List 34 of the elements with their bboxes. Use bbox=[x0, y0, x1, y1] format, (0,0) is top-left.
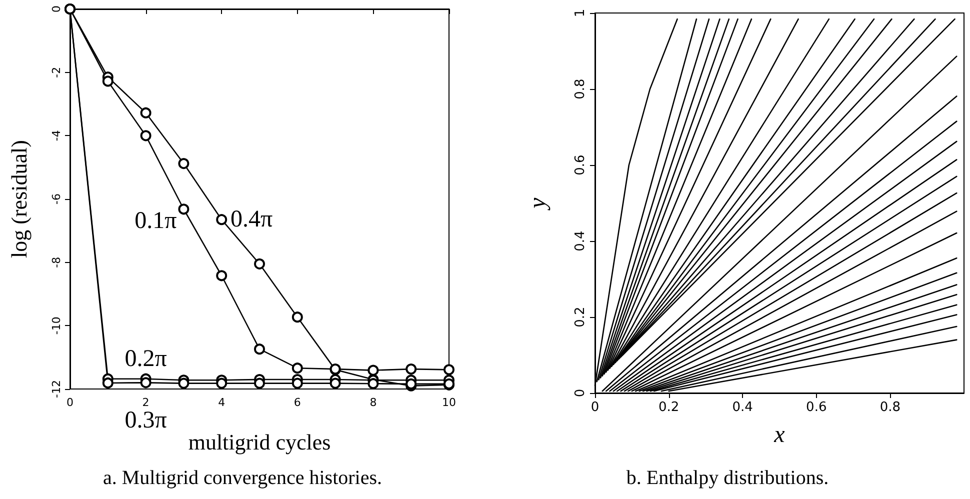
series-label: 0.3π bbox=[124, 408, 167, 434]
x-tick-label: 2 bbox=[142, 396, 150, 409]
y-tick-label: 0.6 bbox=[573, 154, 588, 176]
x-tick-label: 0.4 bbox=[732, 400, 753, 415]
y-tick-label: -6 bbox=[50, 194, 63, 204]
x-tick-label: 0.2 bbox=[658, 400, 680, 415]
x-tick-label: 0 bbox=[66, 396, 74, 409]
y-tick-label: -4 bbox=[50, 130, 63, 142]
y-tick-label: 0 bbox=[573, 388, 588, 398]
x-tick-label: 0.8 bbox=[880, 400, 901, 415]
series-label: 0.1π bbox=[134, 208, 177, 234]
y-tick-label: -12 bbox=[50, 380, 63, 398]
text: a. Multigrid convergence histories. bbox=[102, 467, 382, 489]
y-tick-label: -8 bbox=[50, 256, 63, 268]
y-tick-label: 0.4 bbox=[573, 230, 588, 252]
series-label: 0.4π bbox=[230, 206, 273, 233]
x-tick-label: 4 bbox=[218, 396, 226, 409]
x-tick-label: 10 bbox=[442, 396, 456, 409]
x-tick-label: 0 bbox=[590, 400, 600, 415]
series-label: 0.2π bbox=[124, 346, 167, 372]
x-tick-label: 8 bbox=[370, 396, 377, 409]
y-tick-label: 0.8 bbox=[573, 78, 588, 100]
y-tick-label: 0.2 bbox=[573, 306, 588, 328]
y-tick-label: 0 bbox=[50, 6, 63, 12]
x-axis-title: multigrid cycles bbox=[188, 430, 331, 454]
y-tick-label: -10 bbox=[50, 316, 63, 335]
y-tick-label: -2 bbox=[50, 66, 63, 78]
y-tick-label: 1 bbox=[573, 8, 588, 18]
x-axis-title: x bbox=[773, 422, 786, 448]
y-axis-title: y bbox=[525, 197, 551, 210]
text: b. Enthalpy distributions. bbox=[626, 467, 829, 489]
y-axis-title: log (residual) bbox=[6, 140, 32, 258]
x-tick-label: 0.6 bbox=[806, 400, 827, 415]
x-tick-label: 6 bbox=[294, 396, 301, 409]
